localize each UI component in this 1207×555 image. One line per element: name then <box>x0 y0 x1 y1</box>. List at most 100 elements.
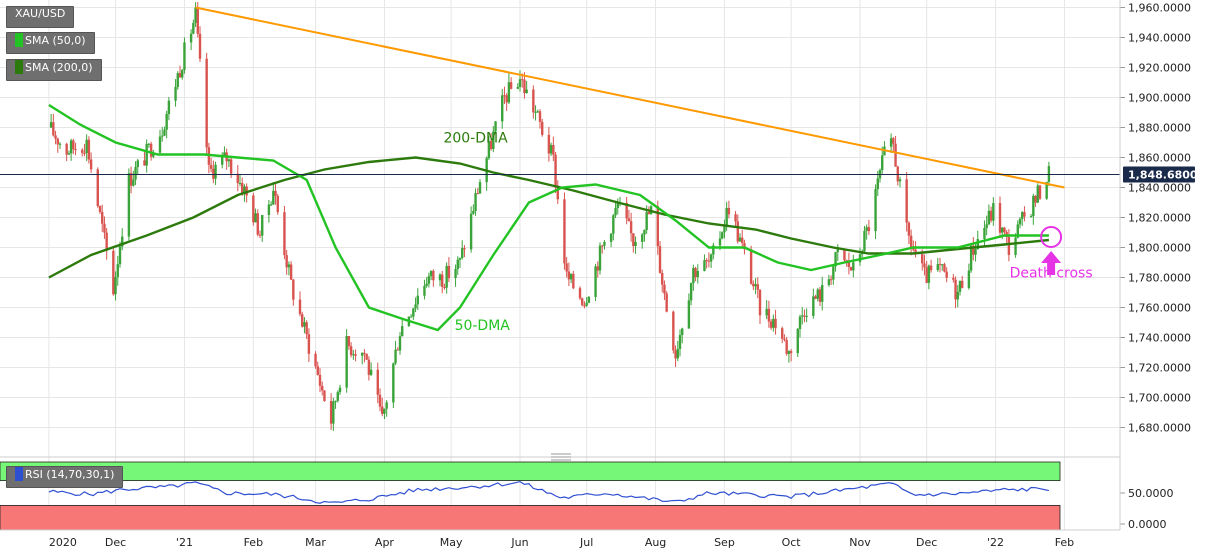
candle-body <box>58 143 62 145</box>
candle-body <box>1014 237 1017 255</box>
candle-body <box>954 279 957 300</box>
candle-body <box>227 159 231 162</box>
price-axis: 1,680.0000 1,700.0000 1,720.0000 1,740.0000… <box>1120 2 1191 435</box>
candle-body <box>127 173 131 237</box>
rsi-tick-label: 50.0000 <box>1128 487 1174 500</box>
candle-body <box>476 193 479 195</box>
candle-body <box>87 139 91 160</box>
candle-body <box>303 322 306 327</box>
candle-body <box>336 392 339 401</box>
candle-body <box>49 122 53 128</box>
candle-body <box>443 286 446 288</box>
candle-body <box>565 263 568 272</box>
sma-50-line <box>48 103 1049 332</box>
candle-body <box>796 329 799 354</box>
candle-body <box>769 321 773 328</box>
candle-body <box>676 348 679 359</box>
candle-body <box>754 284 757 287</box>
sma50-legend[interactable]: SMA (50,0) <box>6 32 95 54</box>
sma200-legend[interactable]: SMA (200,0) <box>6 59 102 81</box>
candle-body <box>865 227 868 231</box>
candle-body <box>1038 185 1042 199</box>
candle-body <box>1029 216 1033 218</box>
candle-body <box>323 390 326 401</box>
candle-body <box>563 199 566 264</box>
candle-body <box>283 212 286 256</box>
pane-divider[interactable] <box>0 453 1120 461</box>
candle-body <box>158 136 162 153</box>
candle-body <box>1003 227 1006 233</box>
candle-body <box>285 255 288 268</box>
candle-body <box>114 277 117 295</box>
candle-body <box>812 296 815 316</box>
candle-body <box>572 273 575 289</box>
candle-body <box>936 264 939 270</box>
candle-body <box>976 238 979 250</box>
rsi-pane <box>0 461 1061 531</box>
candle-body <box>552 145 555 155</box>
candle-body <box>643 229 646 235</box>
annotation-label: 50-DMA <box>455 318 511 334</box>
time-tick-label: Aug <box>645 536 666 549</box>
time-tick-label: May <box>440 536 463 549</box>
candle-body <box>112 250 115 295</box>
candle-body <box>396 349 399 351</box>
candle-body <box>674 350 677 359</box>
candle-body <box>54 135 57 139</box>
candle-body <box>69 140 73 154</box>
candle-body <box>274 190 277 196</box>
candle-body <box>441 274 444 287</box>
candle-body <box>798 316 802 330</box>
candle-body <box>656 206 659 247</box>
candle-body <box>876 178 879 190</box>
candle-body <box>725 207 728 226</box>
rsi-axis: 50.0000 0.0000 <box>1120 487 1174 531</box>
candle-body <box>521 79 524 81</box>
candle-body <box>985 224 988 229</box>
rsi-line <box>48 480 1050 504</box>
candle-body <box>1007 237 1011 255</box>
candle-body <box>1034 195 1037 203</box>
candle-body <box>783 338 786 340</box>
candle-body <box>556 187 559 200</box>
candle-body <box>594 266 597 297</box>
candle-body <box>221 156 224 165</box>
candle-body <box>914 249 917 255</box>
candle-body <box>414 304 417 309</box>
candle-body <box>892 138 895 144</box>
candle-body <box>1018 218 1022 225</box>
candle-body <box>134 167 137 180</box>
rsi-swatch-icon <box>15 467 23 481</box>
rsi-legend[interactable]: RSI (14,70,30,1) <box>6 466 124 488</box>
candle-body <box>632 233 635 246</box>
candle-body <box>583 305 586 307</box>
candle-body <box>889 138 893 147</box>
candle-body <box>269 204 273 206</box>
symbol-legend[interactable]: XAU/USD <box>6 6 75 28</box>
time-tick-label: Apr <box>375 536 395 549</box>
candle-body <box>958 280 962 292</box>
candle-body <box>183 42 186 71</box>
candle-body <box>192 22 195 34</box>
candle-body <box>927 265 931 283</box>
sma-200-line <box>48 156 1050 279</box>
sma50-swatch-icon <box>15 33 23 47</box>
candle-body <box>56 138 59 145</box>
resistance-trendline <box>195 6 1065 189</box>
candle-body <box>1045 181 1048 199</box>
candle-body <box>534 111 537 113</box>
price-tick-label: 1,780.0000 <box>1128 272 1191 285</box>
candle-body <box>727 207 731 215</box>
candle-body <box>767 308 771 322</box>
candle-body <box>167 100 171 115</box>
candle-body <box>492 131 495 149</box>
candle-body <box>587 296 591 303</box>
candle-body <box>734 214 737 222</box>
candle-body <box>272 190 275 205</box>
time-tick-label: Nov <box>849 536 871 549</box>
candle-body <box>645 212 648 230</box>
candle-body <box>509 82 513 89</box>
candle-body <box>712 245 715 255</box>
candle-body <box>743 243 746 250</box>
candle-body <box>412 308 415 317</box>
